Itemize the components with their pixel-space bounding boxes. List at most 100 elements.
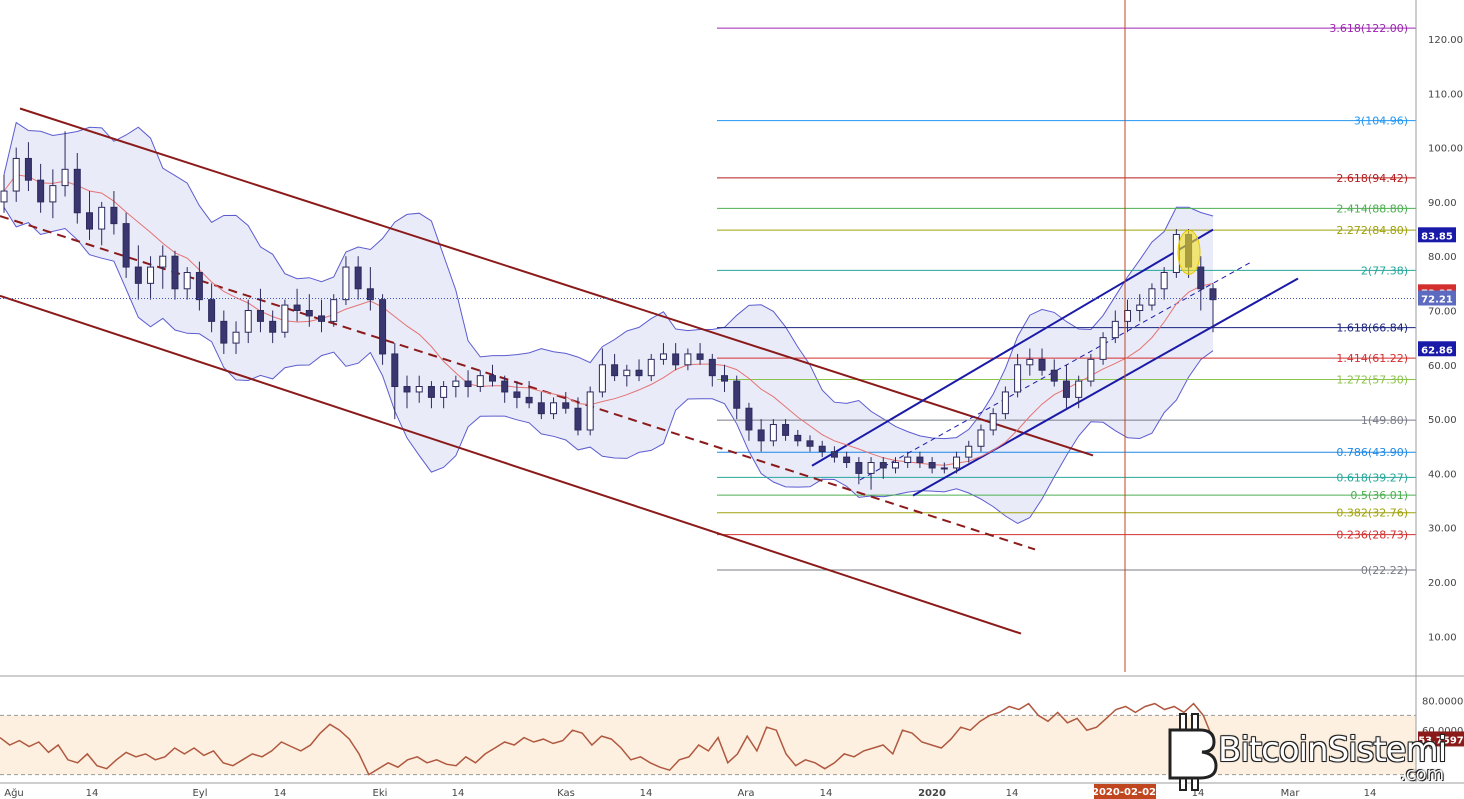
price-tag-label: 72.21	[1421, 294, 1453, 305]
candle-body	[733, 380, 741, 409]
candle-body	[305, 310, 313, 317]
time-tick-label: 14	[1192, 788, 1205, 799]
candle-body	[794, 434, 802, 442]
candle-body	[281, 304, 289, 333]
bollinger-lower	[3, 207, 1214, 524]
candle-body	[659, 353, 667, 360]
candle-body	[1001, 391, 1009, 415]
candle-body	[769, 424, 777, 442]
time-tick-label: 2020	[918, 788, 946, 799]
candle-body	[696, 353, 704, 360]
candle-body	[293, 304, 301, 312]
candle-body	[1026, 358, 1034, 366]
candle-body	[708, 358, 716, 377]
candle-body	[1050, 369, 1058, 382]
candle-body	[37, 179, 45, 203]
candle-body	[550, 402, 558, 415]
candle-body	[318, 315, 326, 322]
candle-body	[12, 157, 20, 192]
candle-body	[586, 391, 594, 431]
candle-body	[574, 407, 582, 431]
candle-body	[464, 380, 472, 388]
candle-body	[818, 445, 826, 453]
time-tick-label: 14	[274, 788, 287, 799]
time-tick-label: Kas	[557, 788, 575, 799]
candle-body	[928, 462, 936, 469]
time-tick-label: Mar	[1281, 788, 1301, 799]
time-tick-label: 14	[86, 788, 99, 799]
candlesticks	[0, 131, 1217, 490]
time-tick-label: 14	[820, 788, 833, 799]
fib-level-label: 1.618(66.84)	[1336, 322, 1408, 335]
candle-body	[98, 206, 106, 230]
time-tick-label: Ara	[737, 788, 754, 799]
candle-body	[782, 424, 790, 436]
price-tick-label: 50.00	[1428, 415, 1457, 426]
candle-body	[1014, 364, 1022, 393]
candle-body	[427, 386, 435, 398]
fibonacci-levels: 3.618(122.00) 3(104.96) 2.618(94.42) 2.414(…	[717, 22, 1416, 577]
highlight-ellipse	[1177, 229, 1201, 275]
candle-body	[989, 413, 997, 431]
rsi-tick-label: 80.0000	[1422, 697, 1463, 708]
price-tick-label: 120.00	[1428, 35, 1463, 46]
candle-body	[342, 266, 350, 301]
fib-level-label: 0.618(39.27)	[1336, 471, 1408, 484]
candle-body	[354, 266, 362, 290]
bitcoinsistemi-logo: BitcoinSistemi .com	[1162, 712, 1462, 792]
candle-body	[965, 445, 973, 458]
time-tick-label: 2020-02-02	[1092, 787, 1156, 798]
candle-body	[134, 266, 142, 284]
candle-body	[49, 185, 57, 203]
candle-body	[904, 456, 912, 464]
price-tick-label: 40.00	[1428, 469, 1457, 480]
price-tick-label: 10.00	[1428, 632, 1457, 643]
candle-body	[953, 456, 961, 469]
fib-level-label: 2.272(84.80)	[1336, 224, 1408, 237]
candle-body	[501, 380, 509, 393]
candle-body	[879, 462, 887, 469]
candle-body	[1148, 288, 1156, 306]
price-tag	[1418, 341, 1456, 357]
candle-body	[1099, 337, 1107, 360]
fib-level-label: 0.382(32.76)	[1336, 507, 1408, 520]
fib-level-label: 0.236(28.73)	[1336, 529, 1408, 542]
bitcoin-logo-icon	[1168, 713, 1218, 791]
candle-body	[525, 396, 533, 404]
rsi-line	[0, 702, 1214, 776]
fib-level-label: 3.618(122.00)	[1329, 22, 1408, 35]
candle-body	[830, 451, 838, 458]
candle-body	[745, 407, 753, 431]
bollinger-fill	[4, 122, 1213, 524]
fib-level-label: 2.618(94.42)	[1336, 172, 1408, 185]
candle-body	[684, 353, 692, 366]
candle-body	[635, 369, 643, 377]
candle-body	[73, 168, 81, 214]
fib-level-label: 1(49.80)	[1361, 414, 1408, 427]
fib-level-label: 2.414(88.80)	[1336, 202, 1408, 215]
time-tick-label: Eki	[373, 788, 388, 799]
rsi-tick-label: 50	[1422, 741, 1435, 752]
price-tick-label: 90.00	[1428, 198, 1457, 209]
downtrend-lower-line	[0, 294, 1022, 635]
candle-body	[562, 402, 570, 409]
candle-body	[476, 375, 484, 388]
candle-body	[244, 310, 252, 333]
candle-body	[537, 402, 545, 415]
candle-body	[208, 299, 216, 322]
candle-body	[867, 462, 875, 474]
price-tick-label: 30.00	[1428, 524, 1457, 535]
candle-body	[256, 310, 264, 322]
fib-level-label: 0(22.22)	[1361, 564, 1408, 577]
candle-body	[122, 223, 130, 268]
candle-body	[721, 375, 729, 382]
candle-body	[61, 168, 69, 187]
candle-body	[1075, 380, 1083, 398]
time-tick-label: 14	[1006, 788, 1019, 799]
candle-body	[220, 320, 228, 344]
candle-body	[1209, 288, 1217, 301]
rsi-value-label: 53.7597	[1418, 735, 1464, 746]
candle-body	[977, 429, 985, 447]
date-highlight-tag	[1094, 784, 1156, 799]
